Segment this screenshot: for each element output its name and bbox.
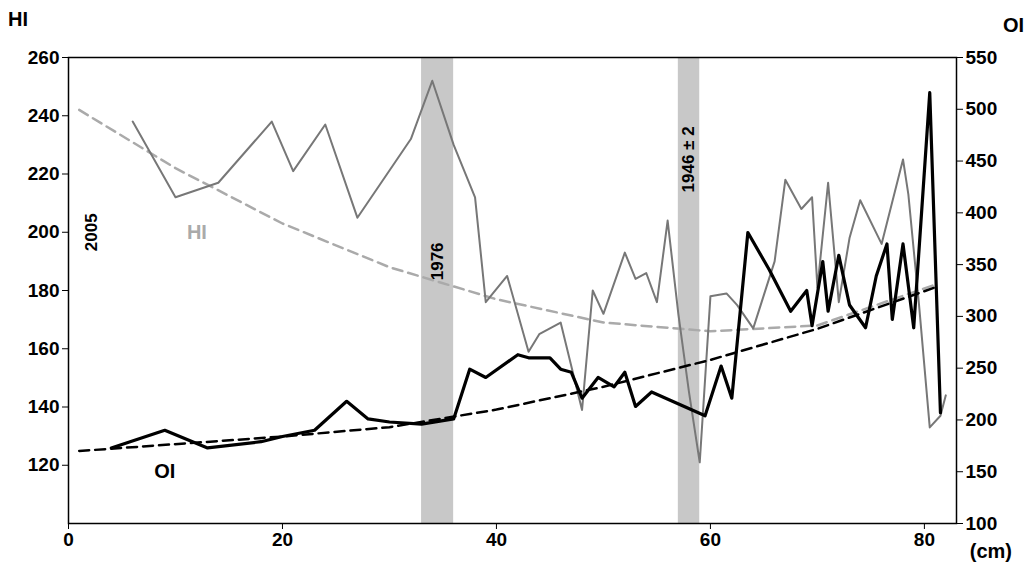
svg-text:200: 200 [966,409,998,430]
svg-text:260: 260 [28,47,60,68]
svg-text:450: 450 [966,150,998,171]
svg-text:240: 240 [28,105,60,126]
svg-text:200: 200 [28,221,60,242]
svg-text:150: 150 [966,461,998,482]
svg-text:80: 80 [914,529,935,550]
svg-text:220: 220 [28,163,60,184]
svg-text:350: 350 [966,254,998,275]
svg-text:20: 20 [272,529,293,550]
svg-text:1976: 1976 [428,242,447,280]
svg-text:300: 300 [966,305,998,326]
svg-text:250: 250 [966,357,998,378]
html-text:OI: OI [1002,14,1024,36]
svg-text:180: 180 [28,280,60,301]
svg-text:2005: 2005 [82,213,101,251]
html-text:HI: HI [8,8,28,30]
svg-text:160: 160 [28,338,60,359]
svg-text:1946 ± 2: 1946 ± 2 [679,126,698,192]
svg-text:40: 40 [486,529,507,550]
svg-text:550: 550 [966,47,998,68]
svg-text:OI: OI [154,460,175,482]
svg-text:100: 100 [966,513,998,534]
svg-text:400: 400 [966,202,998,223]
svg-text:HI: HI [187,221,207,243]
svg-text:0: 0 [63,529,74,550]
svg-text:500: 500 [966,98,998,119]
html-text:(cm): (cm) [969,540,1012,562]
svg-text:120: 120 [28,454,60,475]
svg-text:140: 140 [28,396,60,417]
svg-text:60: 60 [700,529,721,550]
